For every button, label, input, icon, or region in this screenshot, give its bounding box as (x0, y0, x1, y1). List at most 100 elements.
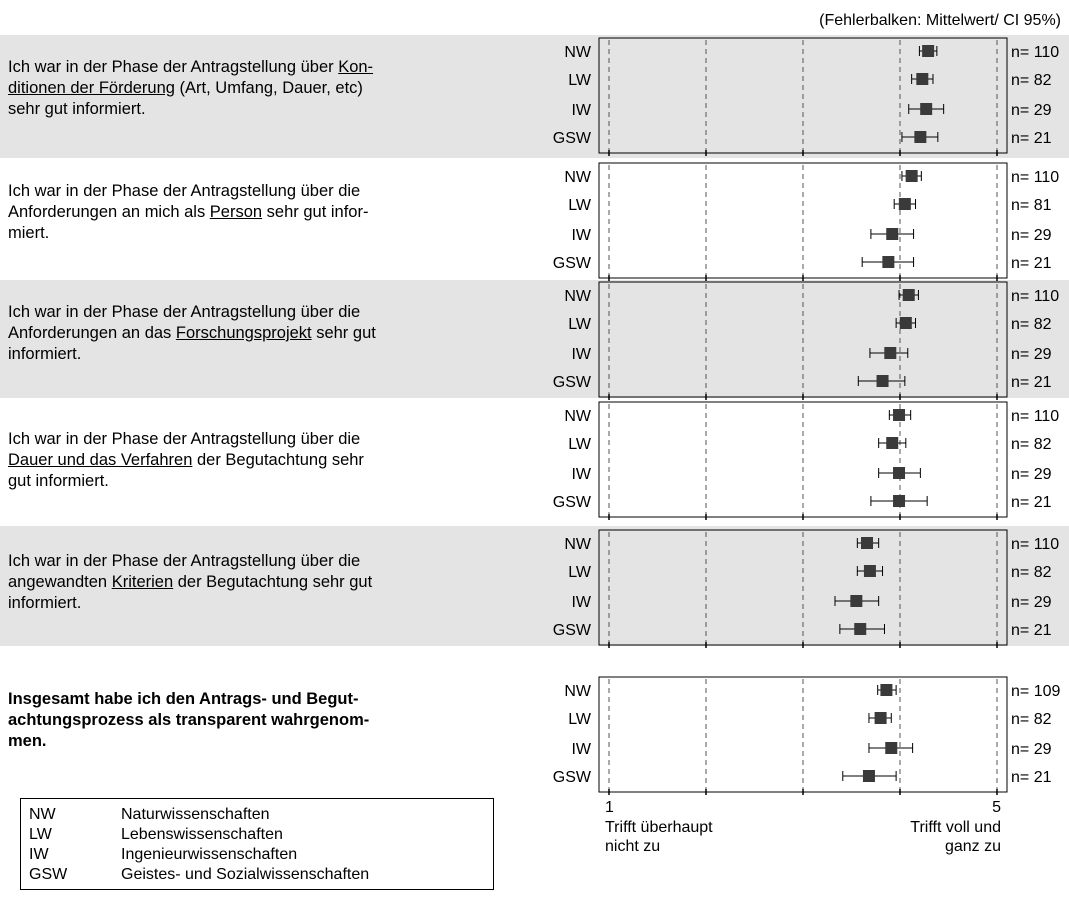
mean-marker (886, 228, 899, 240)
mean-marker (863, 565, 876, 577)
mean-marker (882, 256, 895, 268)
question-text: Ich war in der Phase der Antragstellung … (8, 58, 374, 118)
question-text: Insgesamt habe ich den Antrags- und Begu… (8, 690, 370, 750)
n-label: n= 29 (1011, 346, 1052, 363)
legend-abbr: LW (29, 826, 52, 843)
group-label: IW (571, 594, 591, 611)
group-label: NW (564, 44, 592, 61)
n-label: n= 110 (1011, 408, 1059, 425)
group-label: LW (568, 316, 592, 333)
mean-marker (861, 537, 874, 549)
mean-marker (885, 742, 898, 754)
n-label: n= 82 (1011, 564, 1052, 581)
group-label: IW (571, 102, 591, 119)
group-label: LW (568, 72, 592, 89)
mean-marker (880, 684, 893, 696)
mean-marker (916, 73, 929, 85)
panel: NW n= 110 LW n= 82 IW n= 29 GSW n= 21 (553, 401, 1059, 520)
legend-row: GSW Geistes- und Sozialwissenschaften (21, 865, 493, 885)
group-label: IW (571, 346, 591, 363)
n-label: n= 21 (1011, 494, 1052, 511)
mean-marker (854, 623, 867, 635)
axis-max-label: 5 (992, 799, 1001, 816)
mean-marker (893, 495, 906, 507)
n-label: n= 110 (1011, 288, 1059, 305)
mean-marker (914, 131, 927, 143)
group-label: NW (564, 683, 592, 700)
mean-marker (850, 595, 863, 607)
group-label: LW (568, 564, 592, 581)
legend-name: Lebenswissenschaften (121, 826, 283, 843)
group-label: LW (568, 436, 592, 453)
legend-name: Ingenieurwissenschaften (121, 846, 298, 863)
n-label: n= 82 (1011, 316, 1052, 333)
group-label: GSW (553, 255, 592, 272)
n-label: n= 110 (1011, 44, 1059, 61)
legend-row: IW Ingenieurwissenschaften (21, 845, 493, 865)
mean-marker (893, 467, 906, 479)
group-label: LW (568, 711, 592, 728)
mean-marker (893, 409, 906, 421)
mean-marker (886, 437, 899, 449)
mean-marker (898, 198, 911, 210)
question-text: Ich war in der Phase der Antragstellung … (8, 182, 369, 242)
axis-max-text: Trifft voll und (910, 819, 1001, 836)
group-label: IW (571, 466, 591, 483)
n-label: n= 29 (1011, 594, 1052, 611)
legend-row: LW Lebenswissenschaften (21, 825, 493, 845)
mean-marker (899, 317, 912, 329)
question-text: Ich war in der Phase der Antragstellung … (8, 303, 376, 363)
n-label: n= 82 (1011, 711, 1052, 728)
n-label: n= 81 (1011, 197, 1052, 214)
mean-marker (874, 712, 887, 724)
mean-marker (862, 770, 875, 782)
n-label: n= 21 (1011, 374, 1052, 391)
group-label: GSW (553, 769, 592, 786)
axis-max-text: ganz zu (945, 838, 1001, 855)
n-label: n= 21 (1011, 255, 1052, 272)
chart-caption: (Fehlerbalken: Mittelwert/ CI 95%) (819, 12, 1061, 29)
legend-name: Naturwissenschaften (121, 806, 270, 823)
n-label: n= 82 (1011, 72, 1052, 89)
legend-row: NW Naturwissenschaften (21, 805, 493, 825)
question-text: Ich war in der Phase der Antragstellung … (8, 552, 373, 612)
group-label: GSW (553, 494, 592, 511)
n-label: n= 29 (1011, 466, 1052, 483)
n-label: n= 110 (1011, 536, 1059, 553)
group-label: NW (564, 536, 592, 553)
n-label: n= 109 (1011, 683, 1060, 700)
n-label: n= 82 (1011, 436, 1052, 453)
legend-name: Geistes- und Sozialwissenschaften (121, 866, 370, 883)
n-label: n= 21 (1011, 769, 1052, 786)
mean-marker (920, 103, 933, 115)
legend-abbr: GSW (29, 866, 68, 883)
mean-marker (922, 45, 935, 57)
group-label: IW (571, 741, 591, 758)
group-label: NW (564, 408, 592, 425)
group-label: GSW (553, 130, 592, 147)
group-label: IW (571, 227, 591, 244)
group-label: GSW (553, 374, 592, 391)
question-text: Ich war in der Phase der Antragstellung … (8, 430, 364, 490)
panel: NW n= 110 LW n= 82 IW n= 29 GSW n= 21 (553, 529, 1059, 648)
n-label: n= 21 (1011, 622, 1052, 639)
n-label: n= 21 (1011, 130, 1052, 147)
legend-abbr: IW (29, 846, 49, 863)
mean-marker (905, 170, 918, 182)
group-label: GSW (553, 622, 592, 639)
panel: NW n= 110 LW n= 82 IW n= 29 GSW n= 21 (553, 37, 1059, 156)
n-label: n= 29 (1011, 741, 1052, 758)
axis-min-text: Trifft überhaupt (605, 819, 713, 836)
group-label: LW (568, 197, 592, 214)
n-label: n= 110 (1011, 169, 1059, 186)
axis-min-text: nicht zu (605, 838, 660, 855)
n-label: n= 29 (1011, 102, 1052, 119)
n-label: n= 29 (1011, 227, 1052, 244)
mean-marker (884, 347, 897, 359)
panel: NW n= 109 LW n= 82 IW n= 29 GSW n= 21 (553, 676, 1060, 795)
legend-box: NW Naturwissenschaften LW Lebenswissenschaf… (20, 798, 494, 890)
panel: NW n= 110 LW n= 81 IW n= 29 GSW n= 21 (553, 162, 1059, 281)
panel: NW n= 110 LW n= 82 IW n= 29 GSW n= 21 (553, 281, 1059, 400)
mean-marker (876, 375, 889, 387)
